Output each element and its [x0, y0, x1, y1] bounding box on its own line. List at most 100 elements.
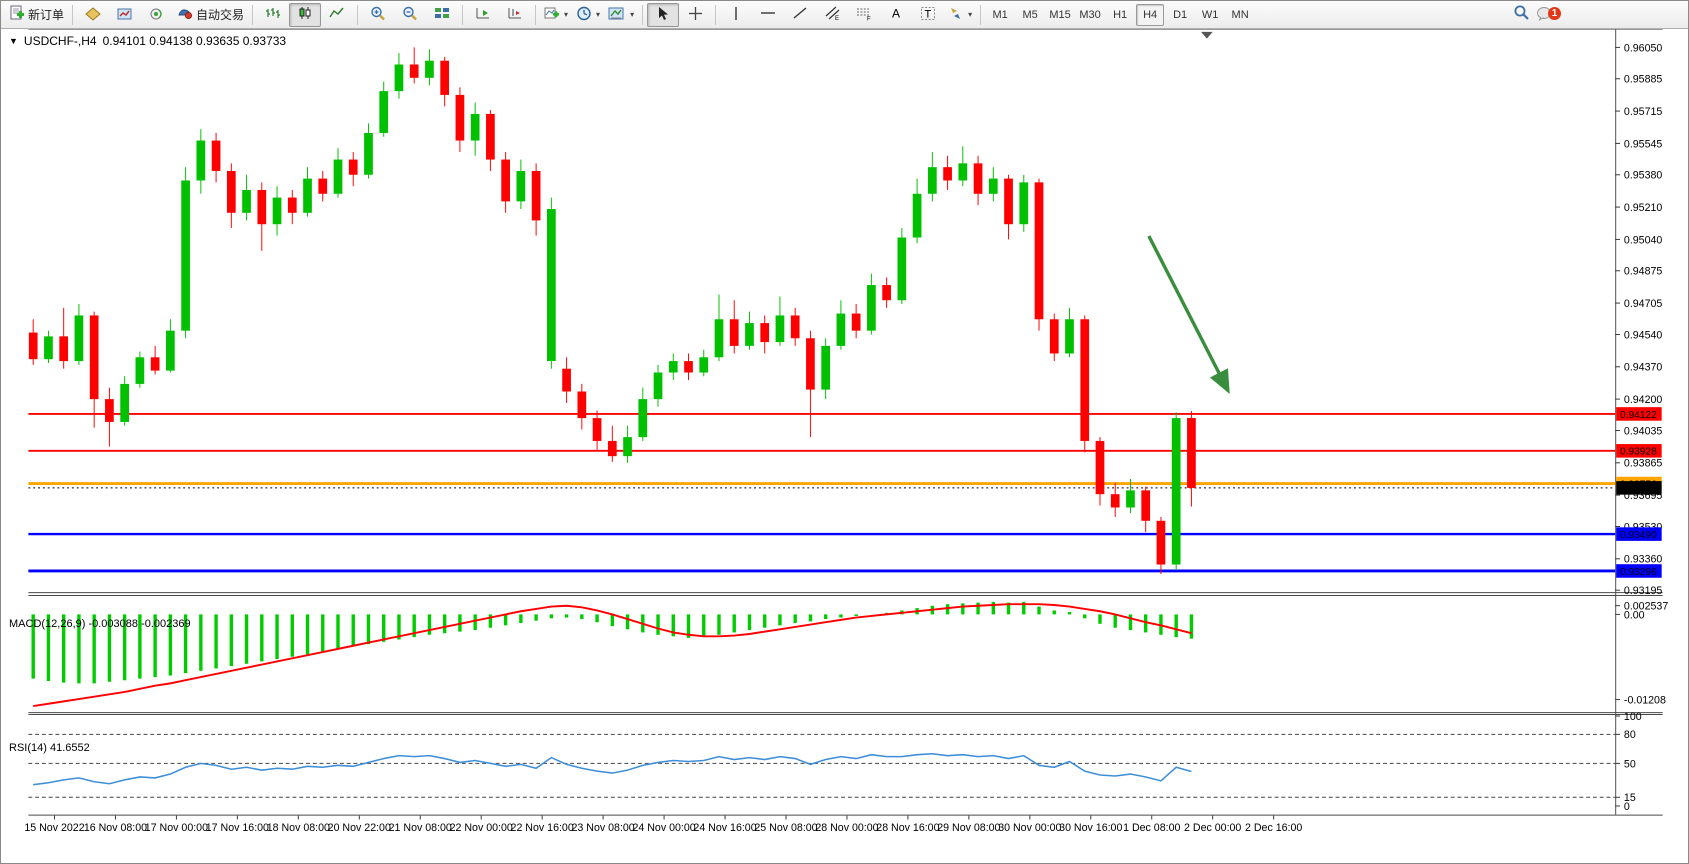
- auto-trading-button[interactable]: 自动交易: [173, 3, 248, 27]
- chart-window-button[interactable]: [109, 3, 141, 27]
- horizontal-line-button[interactable]: [752, 3, 784, 27]
- svg-text:0.93928: 0.93928: [1620, 447, 1657, 458]
- svg-text:0.94200: 0.94200: [1624, 394, 1662, 406]
- indicators-icon: [544, 6, 560, 23]
- chart-canvas[interactable]: 0.96050 0.95885 0.95715 0.95545 0.95380 0.952…: [1, 29, 1689, 864]
- toolbar-separator: [462, 4, 464, 25]
- svg-text:0.95040: 0.95040: [1624, 234, 1662, 246]
- timeframe-button-w1[interactable]: W1: [1201, 8, 1219, 21]
- svg-text:15: 15: [1624, 792, 1636, 804]
- text-label-button[interactable]: T: [912, 3, 944, 27]
- rsi-line: [33, 752, 1192, 786]
- macd-signal-line: [33, 603, 1192, 708]
- toolbar-separator: [72, 4, 74, 25]
- auto-trading-label: 自动交易: [196, 8, 245, 22]
- periods-button[interactable]: ▾: [572, 3, 604, 27]
- new-order-button[interactable]: 新订单: [5, 3, 68, 27]
- svg-text:18 Nov 08:00: 18 Nov 08:00: [267, 822, 330, 834]
- auto-scroll-button[interactable]: [467, 3, 499, 27]
- line-chart-button[interactable]: [321, 3, 353, 27]
- crosshair-button[interactable]: [679, 3, 711, 27]
- timeframe-button-m15[interactable]: M15: [1049, 8, 1071, 21]
- svg-text:0.95885: 0.95885: [1624, 74, 1662, 86]
- svg-text:29 Nov 08:00: 29 Nov 08:00: [937, 822, 1000, 834]
- svg-text:2 Dec 00:00: 2 Dec 00:00: [1184, 822, 1241, 834]
- sounds-button[interactable]: [141, 3, 173, 27]
- svg-text:0.94705: 0.94705: [1624, 298, 1662, 310]
- cursor-icon: [656, 6, 670, 24]
- timeframe-button-h1[interactable]: H1: [1113, 8, 1128, 21]
- zoom-out-button[interactable]: [394, 3, 426, 27]
- dropdown-arrow-icon: ▾: [968, 10, 973, 19]
- svg-text:17 Nov 00:00: 17 Nov 00:00: [145, 822, 208, 834]
- svg-text:28 Nov 00:00: 28 Nov 00:00: [815, 822, 878, 834]
- chart-window-icon: [117, 7, 133, 23]
- timeframe-button-mn[interactable]: MN: [1231, 8, 1249, 21]
- timeframe-group: M1 M5 M15 M30 H1 H4 D1 W1 MN: [985, 3, 1255, 26]
- shift-marker-icon[interactable]: [1201, 31, 1213, 39]
- svg-text:0.94122: 0.94122: [1620, 410, 1657, 421]
- svg-text:16 Nov 08:00: 16 Nov 08:00: [84, 822, 147, 834]
- ohlc-values: 0.94101 0.94138 0.93635 0.93733: [102, 34, 287, 48]
- svg-text:0.93695: 0.93695: [1624, 490, 1662, 502]
- periods-icon: [576, 6, 592, 24]
- text-button[interactable]: A: [880, 3, 912, 27]
- trendline-button[interactable]: [784, 3, 816, 27]
- chart-menu-icon[interactable]: ▼: [9, 36, 18, 46]
- vertical-line-button[interactable]: [720, 3, 752, 27]
- price-axis: 0.96050 0.95885 0.95715 0.95545 0.95380 0.952…: [1615, 42, 1662, 597]
- svg-text:A: A: [892, 7, 900, 21]
- timeframe-button-m5[interactable]: M5: [1022, 8, 1038, 21]
- arrows-icon: [948, 6, 964, 24]
- timeframe-button-d1[interactable]: D1: [1173, 8, 1188, 21]
- arrows-button[interactable]: ▾: [944, 3, 976, 27]
- candlestick-chart-button[interactable]: [289, 2, 322, 27]
- tile-windows-icon: [434, 6, 450, 23]
- fibonacci-button[interactable]: F: [848, 3, 880, 27]
- panel-frames: [28, 29, 1663, 816]
- timeframe-button-h4[interactable]: H4: [1136, 3, 1165, 26]
- market-watch-button[interactable]: [77, 3, 109, 27]
- tile-windows-button[interactable]: [426, 3, 458, 27]
- timeframe-button-m1[interactable]: M1: [992, 8, 1008, 21]
- auto-scroll-icon: [475, 6, 491, 23]
- bar-chart-button[interactable]: [257, 3, 289, 27]
- svg-text:0.94875: 0.94875: [1624, 266, 1662, 278]
- bar-chart-icon: [265, 6, 281, 23]
- svg-text:0.95545: 0.95545: [1624, 138, 1662, 150]
- svg-text:2 Dec 16:00: 2 Dec 16:00: [1245, 822, 1302, 834]
- dropdown-arrow-icon: ▾: [564, 10, 569, 19]
- svg-text:24 Nov 00:00: 24 Nov 00:00: [632, 822, 695, 834]
- chart-shift-button[interactable]: [499, 3, 531, 27]
- svg-text:0.93296: 0.93296: [1620, 567, 1657, 578]
- fibonacci-icon: F: [856, 6, 872, 24]
- chart-title: ▼ USDCHF-,H4 0.94101 0.94138 0.93635 0.9…: [9, 34, 286, 48]
- svg-text:0.95380: 0.95380: [1624, 170, 1662, 182]
- svg-text:-0.01208: -0.01208: [1624, 694, 1666, 706]
- svg-text:0.95715: 0.95715: [1624, 106, 1662, 118]
- zoom-in-icon: [370, 6, 386, 24]
- svg-text:0.94540: 0.94540: [1624, 329, 1662, 341]
- equidistant-channel-button[interactable]: E: [816, 3, 848, 27]
- toolbar: 新订单 自动交易 ▾ ▾ ▾ E: [1, 1, 1688, 29]
- timeframe-button-m30[interactable]: M30: [1079, 8, 1101, 21]
- text-label-icon: T: [920, 6, 936, 24]
- cursor-button[interactable]: [647, 2, 680, 27]
- templates-button[interactable]: ▾: [604, 3, 638, 27]
- trend-arrow-annotation[interactable]: [1147, 235, 1230, 394]
- svg-text:21 Nov 08:00: 21 Nov 08:00: [389, 822, 452, 834]
- notifications-icon[interactable]: 1: [1536, 5, 1561, 26]
- svg-text:50: 50: [1624, 758, 1636, 770]
- svg-text:22 Nov 16:00: 22 Nov 16:00: [511, 822, 574, 834]
- horizontal-level-lines[interactable]: 0.941220.939280.937560.937330.934900.932…: [28, 407, 1662, 578]
- svg-text:0.94035: 0.94035: [1624, 425, 1662, 437]
- svg-text:23 Nov 08:00: 23 Nov 08:00: [572, 822, 635, 834]
- search-icon[interactable]: [1513, 4, 1530, 26]
- toolbar-right-group: 1: [1513, 1, 1561, 29]
- svg-text:100: 100: [1624, 711, 1642, 723]
- indicators-button[interactable]: ▾: [540, 3, 572, 27]
- svg-text:0: 0: [1624, 801, 1630, 813]
- svg-text:1 Dec 08:00: 1 Dec 08:00: [1123, 822, 1180, 834]
- toolbar-separator: [642, 4, 644, 25]
- zoom-in-button[interactable]: [362, 3, 394, 27]
